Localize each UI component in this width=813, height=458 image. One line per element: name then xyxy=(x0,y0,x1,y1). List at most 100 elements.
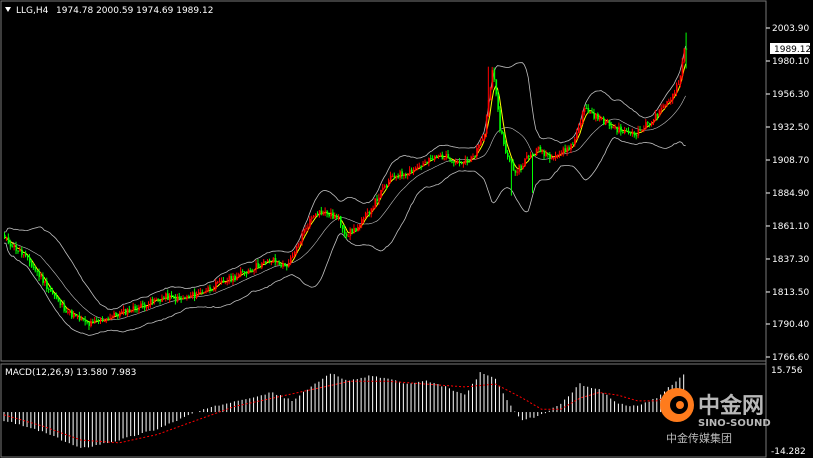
candle xyxy=(42,272,44,286)
candle xyxy=(228,274,231,285)
candle xyxy=(499,106,501,133)
candle xyxy=(460,161,463,165)
bollinger-upper xyxy=(3,45,686,311)
candle xyxy=(603,116,605,126)
candle xyxy=(562,146,565,157)
candle xyxy=(76,314,79,320)
candle xyxy=(363,216,365,224)
candle xyxy=(347,233,350,238)
candle xyxy=(132,302,135,313)
candle xyxy=(230,273,233,283)
candle xyxy=(86,320,89,325)
price-tick-label: 1980.10 xyxy=(772,57,809,67)
candle xyxy=(424,159,427,164)
candle xyxy=(17,250,20,254)
candle xyxy=(533,153,536,157)
candle xyxy=(618,122,620,134)
candle xyxy=(105,318,108,324)
candle xyxy=(338,214,340,221)
candle xyxy=(11,243,14,248)
candle xyxy=(111,314,114,320)
candle xyxy=(407,173,409,180)
candle xyxy=(253,269,256,275)
candle xyxy=(67,307,69,315)
candle xyxy=(48,287,50,294)
candle xyxy=(355,227,357,232)
price-axis: 2003.90 1980.10 1956.30 1932.50 1908.70 1884.… xyxy=(766,24,809,363)
candle xyxy=(113,310,116,319)
candle xyxy=(551,154,553,160)
candle xyxy=(211,288,213,292)
candle xyxy=(391,173,394,178)
watermark-tagline: 中金传媒集团 xyxy=(666,431,732,445)
candle xyxy=(155,297,158,301)
candle xyxy=(532,152,534,193)
candle xyxy=(78,311,81,322)
candle xyxy=(478,143,480,152)
price-tick-label: 1932.50 xyxy=(772,123,809,133)
candle xyxy=(146,306,148,312)
candle xyxy=(80,315,83,321)
candle xyxy=(188,294,190,299)
macd-signal xyxy=(3,380,686,444)
macd-top-value: 15.756 xyxy=(771,366,803,376)
candle xyxy=(647,121,649,126)
price-tick-label: 1884.90 xyxy=(772,189,809,199)
candle xyxy=(560,150,563,157)
candle xyxy=(681,57,684,80)
candle xyxy=(197,289,200,297)
candle xyxy=(249,267,252,272)
candle xyxy=(292,252,294,259)
candle xyxy=(656,112,659,121)
candle xyxy=(384,184,386,189)
candle xyxy=(376,194,379,205)
candle xyxy=(340,215,342,229)
candle xyxy=(380,189,382,199)
candle xyxy=(679,75,682,88)
dropdown-triangle-icon[interactable] xyxy=(5,7,11,12)
candle xyxy=(564,144,567,153)
candle xyxy=(278,260,281,266)
candle xyxy=(32,262,35,270)
candle xyxy=(484,133,486,142)
candle xyxy=(635,132,638,140)
candle xyxy=(505,140,507,154)
candle xyxy=(405,172,407,179)
candle xyxy=(90,318,92,328)
candle xyxy=(69,309,71,316)
candle xyxy=(349,227,352,240)
candle xyxy=(530,151,532,159)
candle xyxy=(201,289,204,295)
candle xyxy=(330,208,332,220)
candle xyxy=(157,298,160,303)
candle xyxy=(207,285,210,293)
candle xyxy=(629,131,632,136)
candle xyxy=(119,310,121,319)
candle xyxy=(683,48,686,64)
candle xyxy=(437,154,440,159)
candle xyxy=(472,153,475,159)
candle xyxy=(422,161,425,167)
candle xyxy=(224,282,227,285)
candle xyxy=(101,316,104,323)
candle xyxy=(244,271,246,277)
candle xyxy=(658,108,661,117)
candle xyxy=(19,246,21,252)
candle xyxy=(222,276,225,283)
candle xyxy=(295,245,298,255)
candle xyxy=(282,260,284,269)
candle xyxy=(489,86,492,101)
candle xyxy=(585,104,588,110)
candle xyxy=(397,173,400,179)
candle xyxy=(672,93,674,104)
candle xyxy=(518,164,521,175)
candle xyxy=(276,261,279,266)
candle xyxy=(226,277,229,286)
candle xyxy=(351,228,354,235)
candle xyxy=(604,119,607,126)
candle xyxy=(512,159,515,171)
candle xyxy=(556,154,559,159)
candle xyxy=(470,155,473,163)
candle xyxy=(449,156,452,163)
candle xyxy=(103,318,106,323)
